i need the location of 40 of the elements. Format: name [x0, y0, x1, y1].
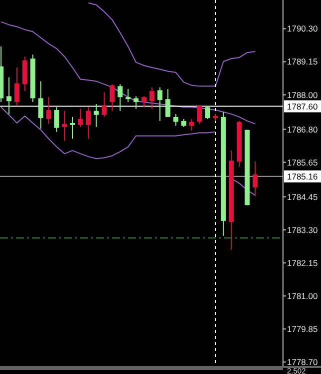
candlestick — [126, 88, 131, 102]
candlestick — [252, 160, 258, 197]
candlestick — [157, 86, 162, 122]
candlestick — [134, 96, 139, 110]
candlestick — [54, 106, 60, 132]
candlestick — [46, 96, 52, 124]
candlestick — [173, 114, 178, 126]
candlestick — [110, 84, 115, 112]
candlestick — [149, 86, 154, 110]
candlestick — [189, 118, 194, 132]
candlestick — [118, 84, 123, 112]
candlestick — [6, 76, 12, 115]
candlestick — [141, 96, 146, 108]
candlestick — [86, 106, 91, 140]
ref-line-label: 1785.16 — [287, 171, 318, 182]
candlestick — [78, 108, 83, 128]
y-tick-label: 1790.30 — [287, 24, 318, 34]
candlestick — [22, 56, 28, 92]
candlestick — [165, 88, 170, 118]
ref-line-label: 1787.60 — [287, 101, 318, 112]
candlestick — [38, 80, 44, 130]
candlestick — [94, 103, 99, 128]
y-tick-label: 1788.00 — [287, 90, 318, 100]
y-tick-label: 1781.00 — [287, 290, 318, 301]
candlestick — [102, 92, 107, 118]
y-tick-label: 1779.85 — [287, 324, 318, 334]
y-tick-label: 1789.15 — [287, 56, 318, 67]
y-tick-label: 1783.30 — [287, 224, 318, 235]
candlestick — [205, 106, 210, 120]
candlestick — [70, 116, 75, 140]
line-series — [0, 21, 256, 124]
line-series — [88, 2, 256, 87]
y-tick-label: 1782.15 — [287, 258, 318, 268]
y-tick-label: 1778.70 — [287, 356, 318, 367]
y-tick-label: 1785.65 — [287, 157, 318, 168]
candlestick — [197, 104, 202, 124]
y-tick-label: 1784.45 — [287, 192, 318, 202]
y-tick-label: 1786.80 — [287, 124, 318, 134]
candlestick — [14, 67, 20, 107]
candlestick — [62, 110, 68, 142]
